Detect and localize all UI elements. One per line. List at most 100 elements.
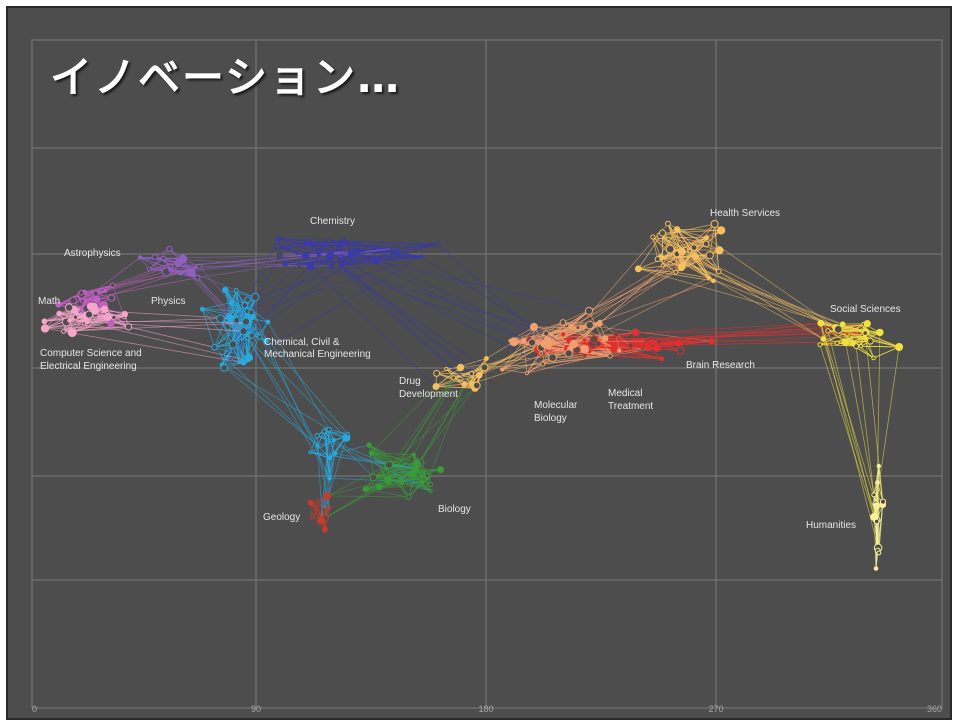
network-edge [235,290,244,332]
network-node [500,367,505,372]
label-physics: Physics [151,296,185,307]
network-node [673,269,679,275]
network-node [222,286,229,294]
network-edge [478,322,564,376]
network-node [879,498,887,505]
tick-360: 360 [927,704,942,714]
network-node [316,252,321,258]
label-math: Math [38,296,60,307]
network-node [862,330,869,336]
network-node [544,336,552,344]
network-node [41,318,48,325]
network-node [613,331,619,338]
network-node [314,501,319,507]
label-chemical-civil-line1: Chemical, Civil & [264,337,340,348]
network-node [631,328,640,337]
slide-frame [6,6,952,720]
network-edge [638,268,866,334]
network-edge [201,309,215,348]
network-node [841,338,850,347]
network-node [345,431,350,437]
network-node [871,355,876,361]
network-edge [541,340,570,354]
network-node [428,482,434,488]
network-node [820,336,827,342]
network-edge [246,337,318,447]
network-edge [222,296,256,357]
network-edge [855,346,875,495]
network-edge [368,444,431,485]
network-edge [139,257,167,273]
network-node [327,238,333,244]
network-edge [368,444,374,478]
network-node [315,443,320,448]
network-node [564,349,573,358]
network-edge [408,482,423,498]
network-node [875,480,880,486]
network-edge [413,367,461,455]
network-edge [69,320,244,332]
network-node [461,381,467,387]
network-edge [838,328,880,333]
network-node [580,344,590,354]
network-node [568,323,574,329]
network-edge [251,255,306,313]
network-edge [224,289,349,435]
network-edge [820,323,879,548]
network-node [871,492,877,498]
network-edge [334,453,417,470]
network-node [652,344,661,352]
network-node [220,364,229,372]
network-edge [327,479,389,497]
network-node [107,319,115,328]
network-node [392,249,401,257]
network-edge [371,386,437,454]
network-node [265,319,271,325]
network-edge [463,367,485,387]
network-edge [864,333,884,502]
network-edge [391,465,416,471]
network-node [341,244,349,252]
network-edge [670,248,839,330]
network-edge [819,344,875,518]
label-chemistry: Chemistry [310,216,355,227]
network-node [708,338,716,345]
network-node [332,438,337,443]
network-node [706,276,711,280]
network-node [711,278,716,284]
network-node [521,337,527,343]
network-node [369,473,378,482]
network-node [339,239,346,246]
network-edge [220,318,240,363]
network-node [418,254,424,260]
network-node [314,433,320,439]
network-edge [652,236,659,260]
network-edge [267,321,330,430]
network-node [675,339,682,347]
network-edge [351,254,590,312]
network-edge [324,453,336,519]
network-edge [223,355,250,358]
network-node [411,452,416,457]
network-node [55,301,62,308]
network-node [627,342,634,349]
network-node [385,460,394,469]
network-node [109,282,116,289]
network-edge [365,488,409,498]
network-node [332,261,341,270]
network-node [650,234,656,240]
network-node [703,235,710,241]
network-node [634,265,642,273]
x-axis-ticks: 0 90 180 270 360 [32,704,942,714]
network-node [673,226,681,233]
network-node [710,220,719,228]
network-node [659,356,665,362]
network-edge [310,502,330,509]
network-node [216,314,225,324]
network-node [151,254,158,261]
network-node [444,366,449,372]
network-edge [247,337,347,439]
network-edge [589,280,714,326]
network-edge [316,435,413,475]
